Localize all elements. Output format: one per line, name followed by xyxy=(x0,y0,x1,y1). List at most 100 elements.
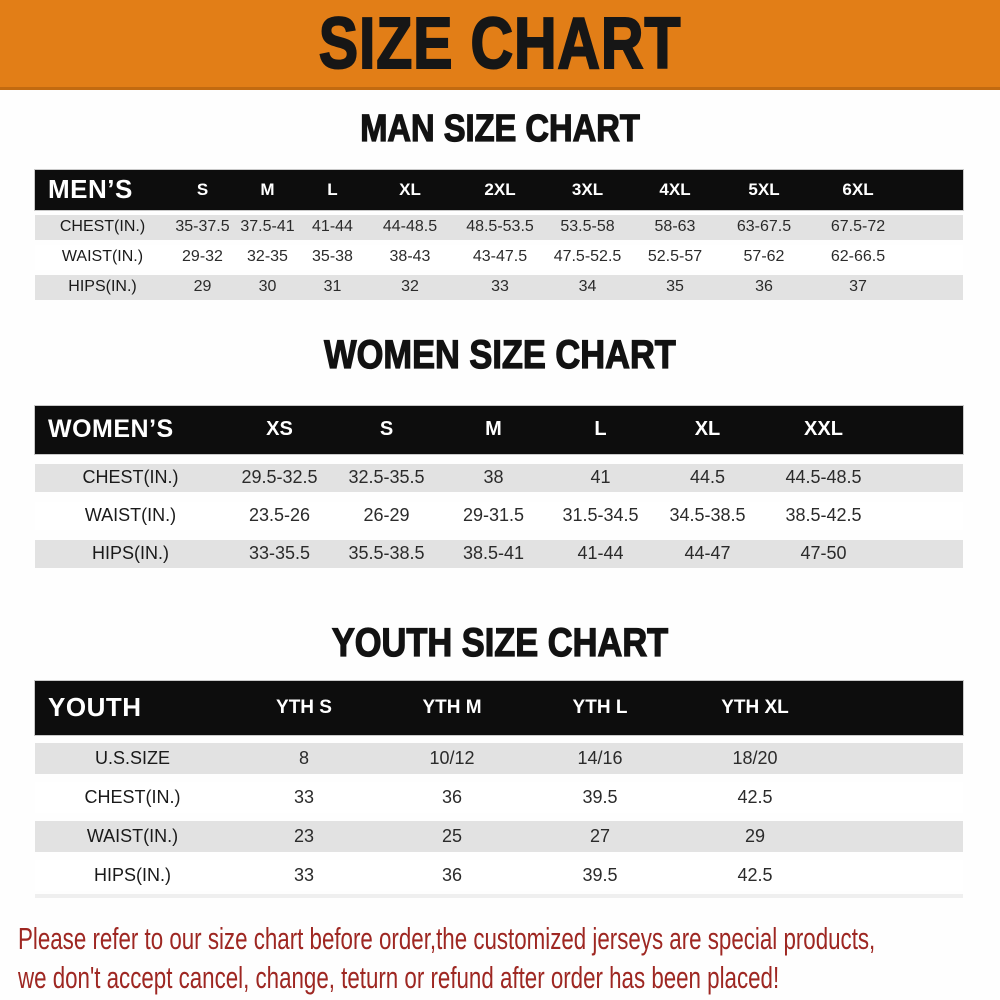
table-end-divider xyxy=(35,893,963,898)
table-row: HIPS(IN.) 29 30 31 32 33 34 35 36 37 xyxy=(35,274,963,300)
size-value-cell: 43-47.5 xyxy=(472,248,528,266)
size-column-header: 3XL xyxy=(571,179,604,199)
size-value-cell: 30 xyxy=(258,278,277,296)
size-value-cell: 8 xyxy=(298,747,309,768)
size-value-cell: 62-66.5 xyxy=(830,248,886,266)
table-row: HIPS(IN.) 33 36 39.5 42.5 xyxy=(35,859,963,891)
row-filler-cell xyxy=(836,743,963,774)
size-value-cell: 33 xyxy=(293,786,315,807)
banner: SIZE CHART xyxy=(0,0,1000,90)
row-filler-cell xyxy=(908,275,963,300)
table-title-cell: YOUTH xyxy=(48,692,142,723)
row-filler-cell xyxy=(886,540,963,568)
row-filler-cell xyxy=(836,821,963,852)
row-label-cell: HIPS(IN.) xyxy=(93,864,171,885)
size-value-cell: 32-35 xyxy=(247,248,288,266)
size-column-header: 2XL xyxy=(484,179,516,199)
row-filler-cell xyxy=(908,215,963,240)
header-filler-cell xyxy=(836,681,963,735)
row-label-cell: HIPS(IN.) xyxy=(68,278,137,296)
youth-size-table: YOUTH YTH S YTH M YTH L YTH XL U.S.SIZE 8 10/12… xyxy=(35,680,963,891)
size-value-cell: 35 xyxy=(666,278,684,296)
size-value-cell: 38 xyxy=(483,467,504,488)
youth-section-heading: YOUTH SIZE CHART xyxy=(331,620,669,665)
row-label-cell: WAIST(IN.) xyxy=(61,248,144,266)
size-value-cell: 44-47 xyxy=(684,543,731,564)
size-value-cell: 36 xyxy=(755,278,773,296)
table-row: CHEST(IN.) 29.5-32.5 32.5-35.5 38 41 44.5 44.5… xyxy=(35,463,963,492)
size-column-header: S xyxy=(196,179,209,199)
row-filler-cell xyxy=(886,502,963,530)
size-value-cell: 29 xyxy=(744,825,766,846)
size-value-cell: 25 xyxy=(441,825,463,846)
size-column-header: L xyxy=(327,179,338,199)
disclaimer-line-1: Please refer to our size chart before or… xyxy=(18,920,876,956)
size-value-cell: 44.5-48.5 xyxy=(785,467,862,488)
size-value-cell: 39.5 xyxy=(582,786,618,807)
page-title: SIZE CHART xyxy=(318,3,682,84)
size-column-header: L xyxy=(594,418,607,441)
table-header-row: YOUTH YTH S YTH M YTH L YTH XL xyxy=(35,680,963,735)
size-value-cell: 29-31.5 xyxy=(462,505,525,526)
table-row: WAIST(IN.) 29-32 32-35 35-38 38-43 43-47.5 47.… xyxy=(35,244,963,270)
table-row: CHEST(IN.) 35-37.5 37.5-41 41-44 44-48.5 48.5… xyxy=(35,214,963,240)
size-value-cell: 23.5-26 xyxy=(248,505,311,526)
size-value-cell: 39.5 xyxy=(582,864,618,885)
size-value-cell: 26-29 xyxy=(363,505,410,526)
table-header-row: WOMEN’S XS S M L XL XXL xyxy=(35,405,963,454)
row-label-cell: U.S.SIZE xyxy=(94,747,170,768)
row-filler-cell xyxy=(908,245,963,270)
size-column-header: 5XL xyxy=(748,179,780,199)
table-title-cell: WOMEN’S xyxy=(48,415,174,444)
size-value-cell: 47.5-52.5 xyxy=(553,248,622,266)
size-value-cell: 32 xyxy=(401,278,419,296)
size-value-cell: 29 xyxy=(193,278,212,296)
size-value-cell: 37.5-41 xyxy=(240,218,295,236)
size-value-cell: 29-32 xyxy=(182,248,223,266)
size-value-cell: 23 xyxy=(293,825,315,846)
row-filler-cell xyxy=(886,464,963,492)
size-value-cell: 31 xyxy=(323,278,342,296)
size-value-cell: 31.5-34.5 xyxy=(562,505,639,526)
table-row: U.S.SIZE 8 10/12 14/16 18/20 xyxy=(35,742,963,774)
table-row: WAIST(IN.) 23 25 27 29 xyxy=(35,820,963,852)
section-women: WOMEN SIZE CHART WOMEN’S XS S M L XL XXL CHEST(… xyxy=(0,332,1000,568)
size-value-cell: 38.5-41 xyxy=(462,543,525,564)
size-value-cell: 41 xyxy=(590,467,611,488)
table-row: WAIST(IN.) 23.5-26 26-29 29-31.5 31.5-34.5 34… xyxy=(35,501,963,530)
size-value-cell: 36 xyxy=(441,864,463,885)
size-value-cell: 57-62 xyxy=(743,248,785,266)
size-column-header: XL xyxy=(399,179,421,199)
size-value-cell: 52.5-57 xyxy=(647,248,703,266)
size-column-header: 4XL xyxy=(659,179,691,199)
table-row: CHEST(IN.) 33 36 39.5 42.5 xyxy=(35,781,963,813)
size-value-cell: 33 xyxy=(491,278,509,296)
size-column-header: XS xyxy=(266,418,293,441)
size-value-cell: 44-48.5 xyxy=(382,218,438,236)
size-column-header: M xyxy=(260,179,275,199)
size-value-cell: 10/12 xyxy=(429,747,475,768)
size-value-cell: 32.5-35.5 xyxy=(348,467,425,488)
size-value-cell: 37 xyxy=(849,278,867,296)
size-value-cell: 38-43 xyxy=(389,248,431,266)
size-value-cell: 48.5-53.5 xyxy=(466,218,534,236)
size-column-header: M xyxy=(485,418,502,441)
size-value-cell: 14/16 xyxy=(577,747,623,768)
table-title-cell: MEN’S xyxy=(48,174,133,205)
disclaimer: Please refer to our size chart before or… xyxy=(0,919,1000,997)
size-column-header: YTH S xyxy=(276,696,332,718)
size-value-cell: 41-44 xyxy=(577,543,624,564)
size-value-cell: 41-44 xyxy=(312,218,353,236)
section-men: MAN SIZE CHART MEN’S S M L XL 2XL 3XL 4XL 5XL 6XL… xyxy=(0,107,1000,300)
size-value-cell: 47-50 xyxy=(800,543,847,564)
size-value-cell: 34.5-38.5 xyxy=(669,505,746,526)
header-filler-cell xyxy=(908,170,963,210)
size-column-header: XL xyxy=(694,418,721,441)
size-value-cell: 63-67.5 xyxy=(736,218,792,236)
section-youth: YOUTH SIZE CHART YOUTH YTH S YTH M YTH L YTH… xyxy=(0,620,1000,898)
size-value-cell: 33 xyxy=(293,864,315,885)
size-value-cell: 18/20 xyxy=(732,747,778,768)
size-column-header: 6XL xyxy=(842,179,874,199)
size-value-cell: 42.5 xyxy=(737,786,773,807)
